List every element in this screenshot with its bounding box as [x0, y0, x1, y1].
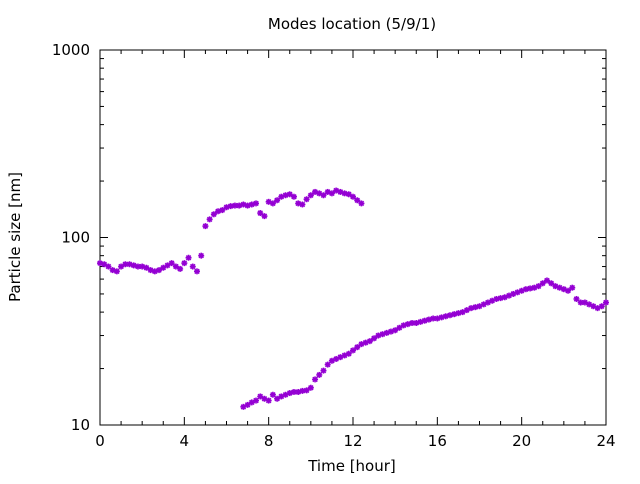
data-point: [198, 252, 205, 259]
data-point: [219, 207, 226, 214]
data-point: [118, 263, 125, 270]
data-point: [603, 299, 609, 306]
data-point: [172, 263, 179, 270]
data-point: [210, 211, 217, 218]
data-point: [354, 197, 361, 204]
x-tick-label: 20: [512, 432, 531, 450]
data-point: [113, 268, 120, 275]
data-point: [269, 200, 276, 207]
data-point: [257, 210, 264, 217]
data-point: [560, 286, 567, 293]
data-point: [160, 264, 167, 271]
data-point: [442, 313, 449, 320]
data-point: [324, 361, 331, 368]
x-axis-label: Time [hour]: [307, 457, 396, 475]
data-point: [269, 391, 276, 398]
plot-frame: [99, 49, 607, 426]
data-point: [105, 263, 112, 270]
data-point: [345, 191, 352, 198]
data-point: [569, 284, 576, 291]
data-point: [274, 197, 281, 204]
data-point: [202, 223, 209, 230]
data-point: [253, 200, 260, 207]
y-axis-label: Particle size [nm]: [6, 172, 24, 302]
data-point: [451, 311, 458, 318]
x-tick-label: 24: [596, 432, 615, 450]
data-point: [244, 401, 251, 408]
data-point: [156, 267, 163, 274]
data-point: [539, 280, 546, 287]
data-point: [535, 283, 542, 290]
y-tick-label: 100: [61, 229, 90, 247]
data-point: [320, 367, 327, 374]
data-point: [206, 216, 213, 223]
data-points: [97, 187, 609, 410]
data-point: [177, 265, 184, 272]
data-point: [185, 254, 192, 261]
data-point: [345, 350, 352, 357]
data-point: [598, 303, 605, 310]
data-point: [312, 376, 319, 383]
data-point: [303, 196, 310, 203]
x-tick-label: 4: [180, 432, 190, 450]
x-tick-label: 12: [343, 432, 362, 450]
data-point: [409, 319, 416, 326]
data-point: [299, 201, 306, 208]
data-point: [307, 384, 314, 391]
data-point: [328, 190, 335, 197]
data-point: [396, 324, 403, 331]
data-point: [354, 344, 361, 351]
data-point: [366, 338, 373, 345]
data-point: [143, 264, 150, 271]
data-point: [257, 393, 264, 400]
x-tick-label: 0: [95, 432, 105, 450]
data-point: [320, 192, 327, 199]
data-point: [168, 260, 175, 267]
data-point: [101, 261, 108, 268]
data-point: [189, 263, 196, 270]
data-point: [392, 327, 399, 334]
data-point: [274, 395, 281, 402]
x-tick-label: 16: [428, 432, 447, 450]
y-tick-label: 1000: [52, 41, 90, 59]
chart-title: Modes location (5/9/1): [268, 15, 436, 33]
data-point: [316, 371, 323, 378]
data-point: [181, 260, 188, 267]
data-point: [307, 192, 314, 199]
data-point: [303, 387, 310, 394]
data-point: [543, 277, 550, 284]
data-point: [350, 347, 356, 354]
data-point: [548, 280, 555, 287]
axes: 0 4 8 12 16 20 24 10 100 1000: [52, 41, 616, 450]
data-point: [295, 388, 302, 395]
data-point: [227, 203, 234, 210]
data-point: [350, 193, 356, 200]
y-tick-label: 10: [71, 416, 90, 434]
data-point: [358, 200, 365, 207]
data-point: [261, 213, 268, 220]
data-point: [565, 287, 572, 294]
data-point: [253, 397, 260, 404]
data-point: [290, 193, 297, 200]
data-point: [193, 268, 200, 275]
data-point: [265, 397, 272, 404]
data-point: [371, 335, 378, 342]
data-point: [286, 191, 293, 198]
data-point: [573, 295, 580, 302]
x-tick-label: 8: [264, 432, 274, 450]
